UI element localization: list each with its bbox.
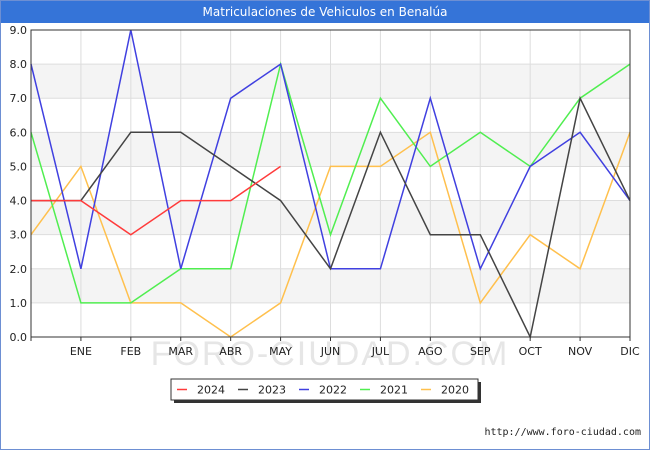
x-tick-label: MAR — [168, 345, 193, 358]
y-tick-label: 9.0 — [10, 24, 28, 37]
source-url: http://www.foro-ciudad.com — [484, 427, 641, 438]
y-tick-label: 1.0 — [10, 297, 28, 310]
y-tick-label: 0.0 — [10, 331, 28, 344]
chart-title: Matriculaciones de Vehiculos en Benalúa — [1, 1, 649, 23]
legend-label-2024: 2024 — [197, 384, 225, 397]
y-tick-label: 4.0 — [10, 195, 28, 208]
y-tick-label: 3.0 — [10, 229, 28, 242]
legend-box — [170, 378, 479, 401]
y-tick-label: 2.0 — [10, 263, 28, 276]
y-tick-label: 8.0 — [10, 58, 28, 71]
x-tick-label: MAY — [269, 345, 292, 358]
x-tick-label: ABR — [219, 345, 242, 358]
y-tick-label: 5.0 — [10, 160, 28, 173]
y-tick-label: 6.0 — [10, 126, 28, 139]
x-axis-ticks: ENE FEB MAR ABR MAY JUN JUL AGO SEP OCT NOV DIC — [30, 337, 640, 358]
legend-label-2020: 2020 — [441, 384, 469, 397]
x-tick-label: OCT — [519, 345, 542, 358]
x-tick-label: SEP — [470, 345, 491, 358]
y-tick-label: 7.0 — [10, 92, 28, 105]
legend-label-2023: 2023 — [258, 384, 286, 397]
x-tick-label: NOV — [568, 345, 593, 358]
x-tick-label: DIC — [620, 345, 640, 358]
watermark: FORO-CIUDAD.COM — [151, 335, 510, 373]
x-tick-label: ENE — [70, 345, 92, 358]
x-tick-label: FEB — [120, 345, 141, 358]
y-axis-ticks: 0.0 1.0 2.0 3.0 4.0 5.0 6.0 7.0 8.0 9.0 — [10, 24, 28, 344]
x-tick-label: JUL — [371, 345, 390, 358]
legend: 2024 2023 2022 2021 2020 — [170, 378, 481, 403]
x-tick-label: AGO — [418, 345, 443, 358]
series-line-2024 — [31, 165, 282, 236]
legend-label-2022: 2022 — [319, 384, 347, 397]
legend-label-2021: 2021 — [380, 384, 408, 397]
x-tick-label: JUN — [320, 345, 341, 358]
